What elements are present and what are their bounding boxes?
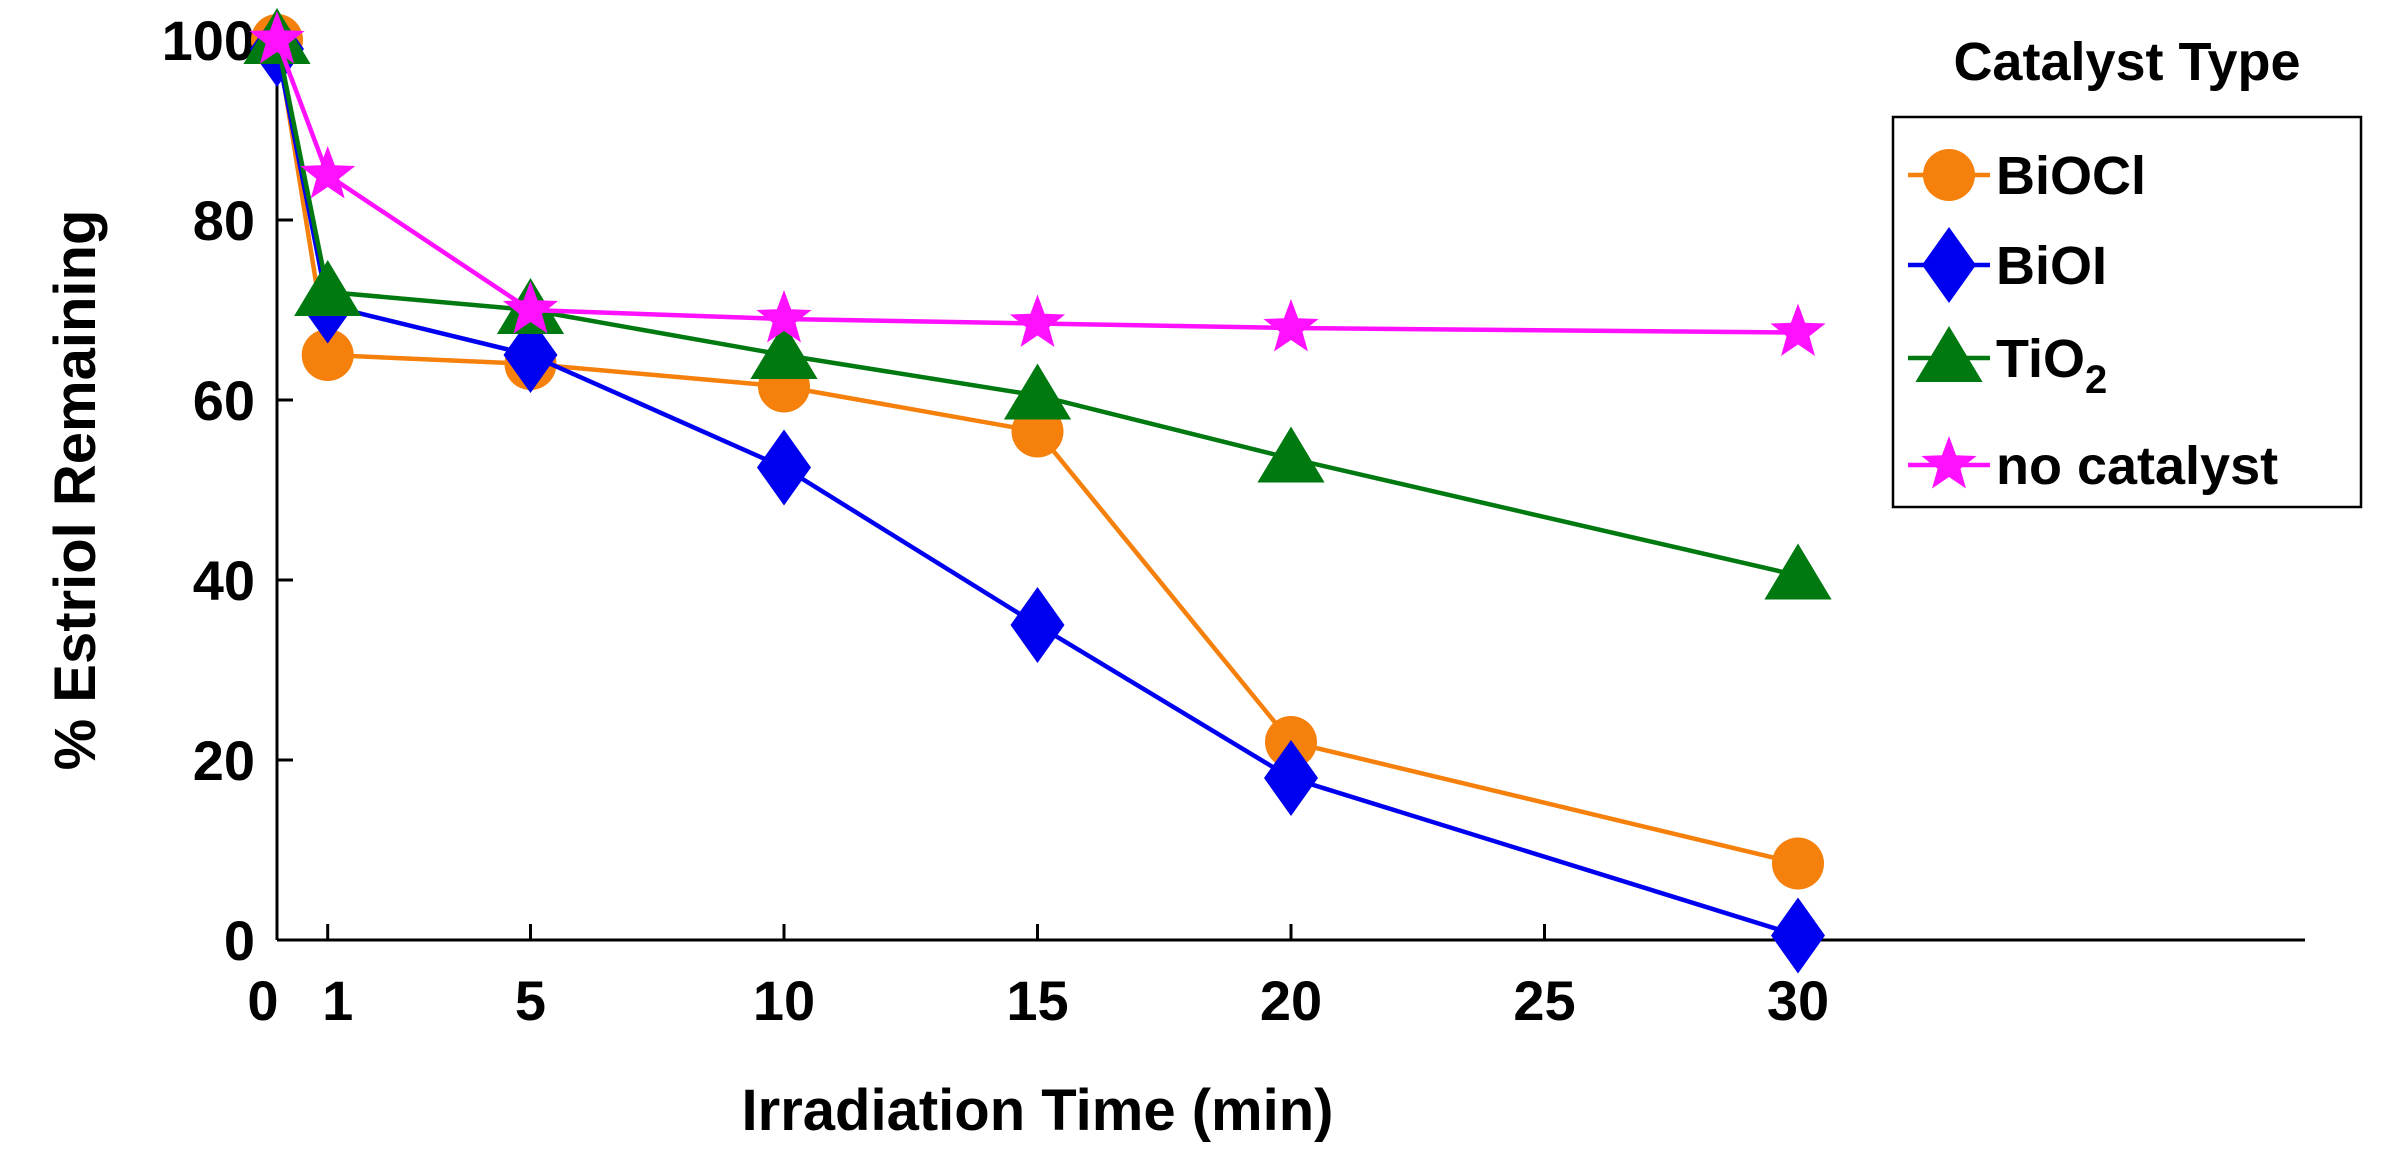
series-bioi: [250, 11, 1825, 974]
legend-item: TiO2: [1908, 326, 2107, 402]
legend: Catalyst Type BiOCl BiOI TiO2 no catalyst: [1891, 32, 2363, 509]
x-tick-label: 1: [322, 969, 353, 1032]
legend-label: BiOCl: [1996, 146, 2146, 206]
x-tick-label: 10: [753, 969, 815, 1032]
y-tick-label: 60: [193, 369, 255, 432]
series-no-catalyst: [249, 11, 1826, 356]
series-line: [274, 48, 1799, 938]
series-line: [274, 39, 1799, 335]
x-tick-label: 30: [1767, 969, 1829, 1032]
data-point: [300, 146, 356, 199]
y-ticks: 0 20 40 60 80 100: [162, 9, 293, 972]
x-tick-label: 5: [515, 969, 546, 1032]
y-tick-label: 100: [162, 9, 255, 72]
y-tick-label: 20: [193, 729, 255, 792]
data-point: [1263, 299, 1319, 352]
data-point: [757, 429, 811, 506]
legend-title: Catalyst Type: [1953, 32, 2300, 92]
data-point: [756, 290, 812, 343]
series-tio2: [243, 8, 1832, 600]
data-point: [502, 281, 559, 334]
data-point: [1003, 363, 1072, 420]
y-tick-label: 40: [193, 549, 255, 612]
data-point: [750, 323, 818, 379]
data-point: [1772, 837, 1824, 890]
x-tick-label: 20: [1260, 969, 1322, 1032]
legend-item: BiOI: [1908, 227, 2107, 303]
legend-label: TiO2: [1996, 329, 2107, 402]
legend-marker: [1923, 149, 1975, 201]
y-tick-label: 80: [193, 189, 255, 252]
legend-label: no catalyst: [1996, 436, 2278, 496]
x-ticks: 0 1 5 10 15 20 25 30: [247, 924, 1829, 1032]
series-group: [243, 8, 1832, 974]
legend-item: BiOCl: [1908, 146, 2146, 206]
x-tick-label: 0: [247, 969, 278, 1032]
data-point: [294, 260, 362, 316]
legend-items: BiOCl BiOI TiO2 no catalyst: [1908, 146, 2278, 496]
legend-marker: [1915, 326, 1983, 382]
legend-marker: [1921, 436, 1977, 489]
data-point: [1770, 303, 1826, 356]
data-point: [1010, 587, 1065, 663]
data-point: [249, 11, 305, 64]
legend-item: no catalyst: [1908, 436, 2278, 496]
x-tick-label: 25: [1513, 969, 1575, 1032]
data-point: [1264, 740, 1318, 816]
x-axis-title: Irradiation Time (min): [742, 1078, 1334, 1143]
legend-marker: [1922, 227, 1976, 303]
series-biocl: [251, 14, 1824, 890]
y-tick-label: 0: [224, 909, 255, 972]
data-point: [1771, 897, 1825, 974]
data-point: [1764, 543, 1832, 600]
data-point: [1009, 294, 1066, 347]
data-point: [301, 329, 354, 381]
x-tick-label: 15: [1006, 969, 1068, 1032]
y-axis-title: % Estriol Remaining: [43, 210, 108, 771]
legend-label: BiOI: [1996, 236, 2107, 296]
data-point: [1257, 426, 1325, 483]
data-point: [503, 317, 558, 393]
